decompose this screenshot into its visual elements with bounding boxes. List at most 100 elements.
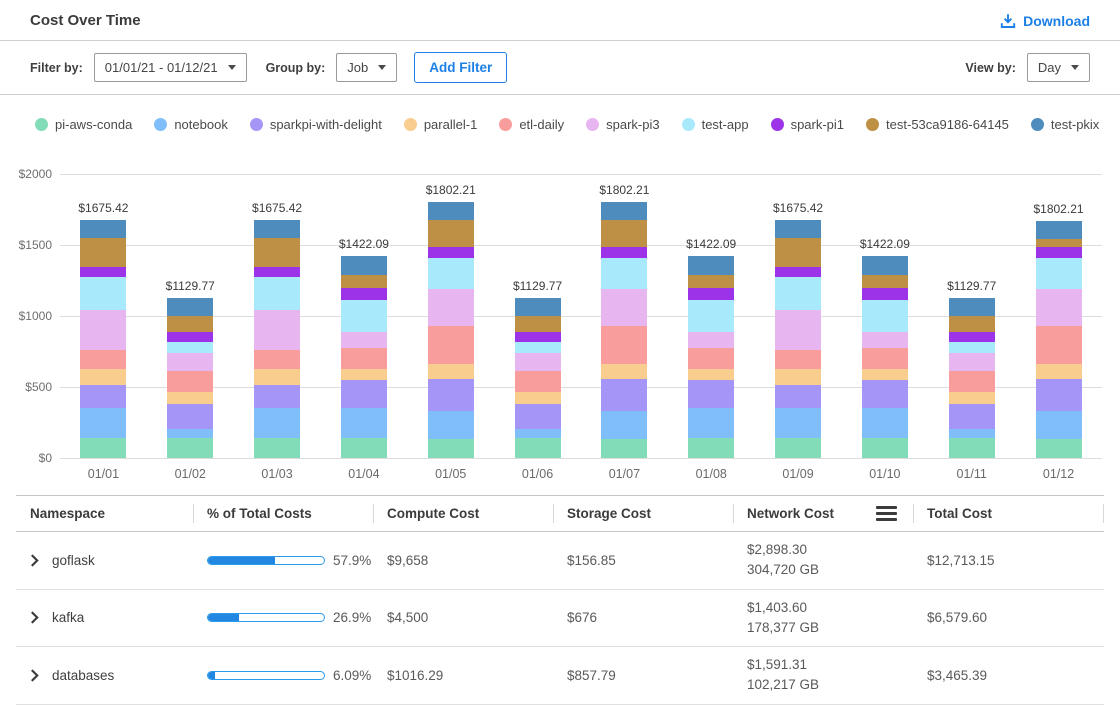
bar-segment-notebook[interactable]: [167, 429, 213, 438]
bar-segment-parallel-1[interactable]: [341, 369, 387, 380]
bar-segment-parallel-1[interactable]: [949, 392, 995, 404]
namespace-cell[interactable]: databases: [16, 660, 193, 691]
bar-segment-notebook[interactable]: [80, 408, 126, 438]
bar-segment-sparkpi-with-delight[interactable]: [167, 404, 213, 430]
bar-segment-spark-pi3[interactable]: [167, 353, 213, 371]
bar-segment-test-app[interactable]: [341, 300, 387, 332]
legend-item-spark-pi3[interactable]: spark-pi3: [586, 117, 659, 132]
bar-segment-sparkpi-with-delight[interactable]: [949, 404, 995, 430]
table-row-goflask[interactable]: goflask57.9%$9,658$156.85$2,898.30304,72…: [16, 532, 1104, 590]
bar-segment-test-app[interactable]: [515, 342, 561, 353]
bar-segment-etl-daily[interactable]: [775, 350, 821, 369]
bar-segment-test-pkix[interactable]: [254, 220, 300, 238]
bar-segment-spark-pi3[interactable]: [601, 289, 647, 327]
bar-segment-notebook[interactable]: [254, 408, 300, 438]
bar-segment-notebook[interactable]: [949, 429, 995, 438]
chevron-right-icon[interactable]: [30, 554, 39, 567]
bar-segment-sparkpi-with-delight[interactable]: [1036, 379, 1082, 411]
bar-segment-parallel-1[interactable]: [601, 364, 647, 379]
bar-segment-test-app[interactable]: [949, 342, 995, 353]
bar-segment-notebook[interactable]: [601, 411, 647, 439]
legend-item-parallel-1[interactable]: parallel-1: [404, 117, 477, 132]
bar-segment-test-pkix[interactable]: [1036, 221, 1082, 239]
bar-segment-test-app[interactable]: [167, 342, 213, 353]
bar-segment-test-app[interactable]: [254, 277, 300, 310]
bar-segment-etl-daily[interactable]: [949, 371, 995, 392]
bar-segment-sparkpi-with-delight[interactable]: [254, 385, 300, 408]
chevron-right-icon[interactable]: [30, 669, 39, 682]
bar-segment-test-53ca9186-64145[interactable]: [80, 238, 126, 267]
bar-segment-sparkpi-with-delight[interactable]: [341, 380, 387, 408]
bar-segment-spark-pi3[interactable]: [1036, 289, 1082, 327]
namespace-cell[interactable]: kafka: [16, 602, 193, 633]
bar-segment-test-53ca9186-64145[interactable]: [862, 275, 908, 288]
bar-segment-sparkpi-with-delight[interactable]: [428, 379, 474, 411]
table-row-databases[interactable]: databases6.09%$1016.29$857.79$1,591.3110…: [16, 647, 1104, 705]
bar-segment-spark-pi3[interactable]: [775, 310, 821, 349]
bar-segment-pi-aws-conda[interactable]: [515, 438, 561, 458]
bar-segment-test-app[interactable]: [601, 258, 647, 289]
bar-segment-pi-aws-conda[interactable]: [254, 438, 300, 458]
bar-segment-pi-aws-conda[interactable]: [949, 438, 995, 458]
bar-segment-spark-pi3[interactable]: [80, 310, 126, 349]
bar-segment-spark-pi1[interactable]: [775, 267, 821, 277]
bar-segment-test-53ca9186-64145[interactable]: [601, 220, 647, 247]
bar-segment-etl-daily[interactable]: [601, 326, 647, 363]
bar-segment-test-53ca9186-64145[interactable]: [1036, 239, 1082, 248]
bar-segment-spark-pi3[interactable]: [428, 289, 474, 327]
bar-segment-etl-daily[interactable]: [862, 348, 908, 369]
bar-segment-etl-daily[interactable]: [515, 371, 561, 392]
bar-segment-parallel-1[interactable]: [80, 369, 126, 385]
bar-segment-spark-pi1[interactable]: [515, 332, 561, 342]
bar-segment-test-53ca9186-64145[interactable]: [688, 275, 734, 288]
bar-segment-spark-pi1[interactable]: [949, 332, 995, 342]
bar-segment-test-pkix[interactable]: [80, 220, 126, 238]
bar-segment-test-pkix[interactable]: [601, 202, 647, 220]
bar-segment-notebook[interactable]: [688, 408, 734, 438]
bar-segment-pi-aws-conda[interactable]: [601, 439, 647, 458]
bar-segment-parallel-1[interactable]: [775, 369, 821, 385]
bar-segment-etl-daily[interactable]: [167, 371, 213, 392]
legend-item-test-app[interactable]: test-app: [682, 117, 749, 132]
bar-segment-parallel-1[interactable]: [688, 369, 734, 380]
bar-segment-etl-daily[interactable]: [1036, 326, 1082, 363]
bar-segment-spark-pi1[interactable]: [80, 267, 126, 277]
bar-segment-etl-daily[interactable]: [254, 350, 300, 369]
bar-segment-spark-pi3[interactable]: [688, 332, 734, 348]
legend-item-test-pkix[interactable]: test-pkix: [1031, 117, 1099, 132]
bar-segment-pi-aws-conda[interactable]: [341, 438, 387, 458]
bar-segment-parallel-1[interactable]: [254, 369, 300, 385]
bar-segment-test-pkix[interactable]: [949, 298, 995, 317]
bar-segment-test-53ca9186-64145[interactable]: [428, 220, 474, 247]
bar-segment-spark-pi3[interactable]: [341, 332, 387, 348]
bar-segment-test-pkix[interactable]: [167, 298, 213, 317]
bar-segment-sparkpi-with-delight[interactable]: [515, 404, 561, 430]
legend-item-pi-aws-conda[interactable]: pi-aws-conda: [35, 117, 132, 132]
table-row-kafka[interactable]: kafka26.9%$4,500$676$1,403.60178,377 GB$…: [16, 590, 1104, 648]
group-by-select[interactable]: Job: [336, 53, 397, 82]
bar-segment-sparkpi-with-delight[interactable]: [80, 385, 126, 408]
bar-segment-spark-pi1[interactable]: [428, 247, 474, 258]
bar-segment-pi-aws-conda[interactable]: [862, 438, 908, 458]
bar-segment-spark-pi1[interactable]: [341, 288, 387, 300]
bar-segment-parallel-1[interactable]: [515, 392, 561, 404]
bar-segment-test-53ca9186-64145[interactable]: [167, 316, 213, 331]
legend-item-test-53ca9186-64145[interactable]: test-53ca9186-64145: [866, 117, 1009, 132]
bar-segment-test-pkix[interactable]: [862, 256, 908, 275]
view-by-select[interactable]: Day: [1027, 53, 1090, 82]
bar-segment-test-app[interactable]: [80, 277, 126, 310]
bar-segment-pi-aws-conda[interactable]: [775, 438, 821, 458]
bar-segment-test-pkix[interactable]: [341, 256, 387, 275]
bar-segment-notebook[interactable]: [428, 411, 474, 439]
chevron-right-icon[interactable]: [30, 611, 39, 624]
bar-segment-notebook[interactable]: [775, 408, 821, 438]
column-menu-icon[interactable]: [876, 506, 897, 521]
legend-item-notebook[interactable]: notebook: [154, 117, 228, 132]
bar-segment-pi-aws-conda[interactable]: [688, 438, 734, 458]
bar-segment-test-pkix[interactable]: [688, 256, 734, 275]
add-filter-button[interactable]: Add Filter: [414, 52, 507, 83]
bar-segment-parallel-1[interactable]: [1036, 364, 1082, 379]
bar-segment-test-app[interactable]: [1036, 258, 1082, 289]
bar-segment-test-53ca9186-64145[interactable]: [775, 238, 821, 267]
bar-segment-pi-aws-conda[interactable]: [428, 439, 474, 458]
